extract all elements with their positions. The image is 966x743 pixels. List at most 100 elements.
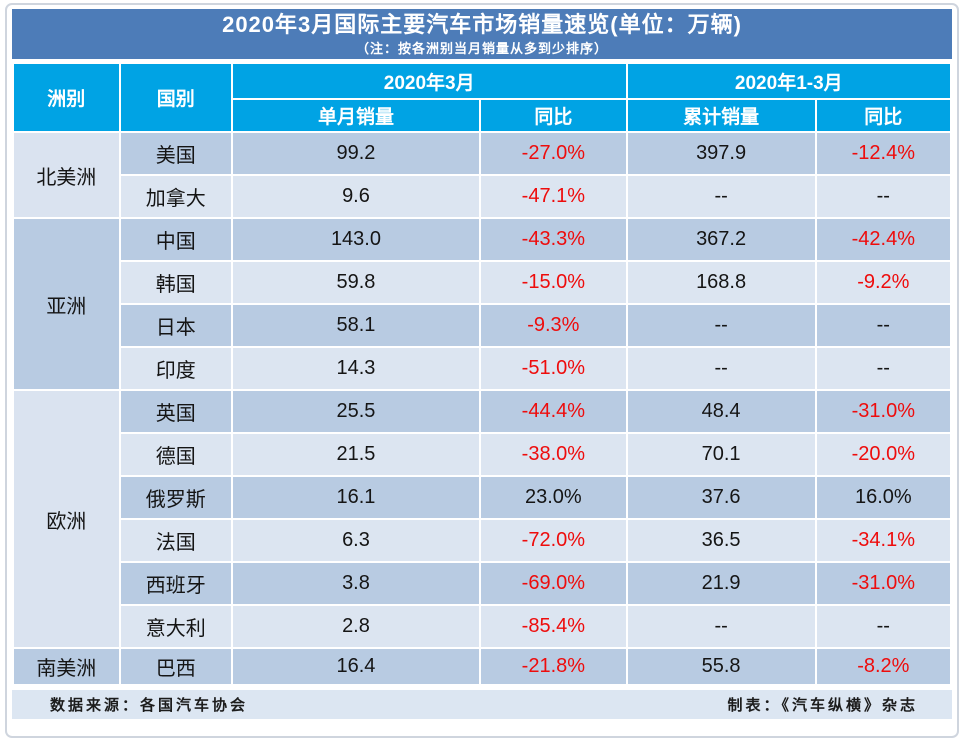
cumulative-sales-cell: -- — [627, 606, 815, 647]
table-row: 南美洲 巴西 16.4 -21.8% 55.8 -8.2% — [14, 649, 950, 684]
cumulative-sales-cell: 168.8 — [627, 262, 815, 303]
monthly-sales-cell: 16.4 — [232, 649, 480, 684]
monthly-sales-cell: 99.2 — [232, 133, 480, 174]
country-cell: 法国 — [120, 520, 231, 561]
footer-bar: 数据来源：各国汽车协会 制表：《汽车纵横》杂志 — [12, 690, 952, 719]
cumulative-sales-cell: 36.5 — [627, 520, 815, 561]
header-row-subcolumns: 单月销量 同比 累计销量 同比 — [14, 100, 950, 131]
table-row: 亚洲 中国 143.0 -43.3% 367.2 -42.4% — [14, 219, 950, 389]
monthly-sales-cell: 143.0 — [232, 219, 480, 260]
yoy-cell: -21.8% — [481, 649, 626, 684]
yoy-cell: -43.3% — [481, 219, 626, 260]
cumulative-yoy-cell: -- — [816, 176, 950, 217]
country-cell: 印度 — [120, 348, 231, 389]
cumulative-sales-cell: 48.4 — [627, 391, 815, 432]
table-row: 西班牙 3.8 -69.0% 21.9 -31.0% — [14, 563, 950, 604]
cumulative-yoy-cell: 16.0% — [816, 477, 950, 518]
country-cell: 德国 — [120, 434, 231, 475]
table-row: 法国 6.3 -72.0% 36.5 -34.1% — [14, 520, 950, 561]
table-row: 北美洲 美国 99.2 -27.0% 397.9 -12.4% — [14, 133, 950, 217]
cumulative-sales-cell: -- — [627, 305, 815, 346]
header-row-groups: 洲别 国别 2020年3月 2020年1-3月 — [14, 64, 950, 131]
continent-cell: 欧洲 — [14, 391, 119, 647]
yoy-cell: -9.3% — [481, 305, 626, 346]
cumulative-yoy-cell: -31.0% — [816, 391, 950, 432]
cumulative-sales-cell: 37.6 — [627, 477, 815, 518]
monthly-sales-cell: 58.1 — [232, 305, 480, 346]
cumulative-yoy-cell: -34.1% — [816, 520, 950, 561]
yoy-cell: -27.0% — [481, 133, 626, 174]
continent-cell: 亚洲 — [14, 219, 119, 389]
cumulative-yoy-cell: -42.4% — [816, 219, 950, 260]
monthly-sales-cell: 25.5 — [232, 391, 480, 432]
yoy-cell: -47.1% — [481, 176, 626, 217]
table-row: 印度 14.3 -51.0% -- -- — [14, 348, 950, 389]
sales-table: 洲别 国别 2020年3月 2020年1-3月 单月销量 同比 累计销量 同比 … — [12, 62, 952, 686]
monthly-sales-cell: 6.3 — [232, 520, 480, 561]
cumulative-yoy-cell: -- — [816, 606, 950, 647]
table-row: 加拿大 9.6 -47.1% -- -- — [14, 176, 950, 217]
col-header-monthly-sales: 单月销量 — [232, 100, 480, 131]
continent-cell: 北美洲 — [14, 133, 119, 217]
yoy-cell: -51.0% — [481, 348, 626, 389]
cumulative-yoy-cell: -12.4% — [816, 133, 950, 174]
cumulative-yoy-cell: -20.0% — [816, 434, 950, 475]
cumulative-sales-cell: 397.9 — [627, 133, 815, 174]
country-cell: 巴西 — [120, 649, 231, 684]
col-group-jan-mar-2020: 2020年1-3月 — [627, 64, 950, 98]
country-cell: 加拿大 — [120, 176, 231, 217]
yoy-cell: 23.0% — [481, 477, 626, 518]
cumulative-sales-cell: 367.2 — [627, 219, 815, 260]
table-row: 德国 21.5 -38.0% 70.1 -20.0% — [14, 434, 950, 475]
cumulative-yoy-cell: -31.0% — [816, 563, 950, 604]
table-row: 日本 58.1 -9.3% -- -- — [14, 305, 950, 346]
footer-source: 数据来源：各国汽车协会 — [50, 697, 249, 714]
cumulative-sales-cell: 55.8 — [627, 649, 815, 684]
monthly-sales-cell: 9.6 — [232, 176, 480, 217]
cumulative-sales-cell: 70.1 — [627, 434, 815, 475]
yoy-cell: -44.4% — [481, 391, 626, 432]
monthly-sales-cell: 3.8 — [232, 563, 480, 604]
col-header-yoy: 同比 — [481, 100, 626, 131]
cumulative-yoy-cell: -8.2% — [816, 649, 950, 684]
outer-frame: 2020年3月国际主要汽车市场销量速览(单位：万辆) （注：按各洲别当月销量从多… — [5, 3, 959, 738]
page-subtitle: （注：按各洲别当月销量从多到少排序） — [355, 41, 608, 57]
col-header-cumulative-sales: 累计销量 — [627, 100, 815, 131]
col-header-cumulative-yoy: 同比 — [816, 100, 950, 131]
monthly-sales-cell: 21.5 — [232, 434, 480, 475]
monthly-sales-cell: 14.3 — [232, 348, 480, 389]
yoy-cell: -85.4% — [481, 606, 626, 647]
country-cell: 英国 — [120, 391, 231, 432]
country-cell: 美国 — [120, 133, 231, 174]
cumulative-yoy-cell: -- — [816, 348, 950, 389]
table-row: 欧洲 英国 25.5 -44.4% 48.4 -31.0% — [14, 391, 950, 647]
table-row: 俄罗斯 16.1 23.0% 37.6 16.0% — [14, 477, 950, 518]
yoy-cell: -69.0% — [481, 563, 626, 604]
cumulative-sales-cell: -- — [627, 176, 815, 217]
monthly-sales-cell: 16.1 — [232, 477, 480, 518]
country-cell: 韩国 — [120, 262, 231, 303]
table-row: 韩国 59.8 -15.0% 168.8 -9.2% — [14, 262, 950, 303]
col-header-country: 国别 — [120, 64, 231, 131]
yoy-cell: -15.0% — [481, 262, 626, 303]
page-title: 2020年3月国际主要汽车市场销量速览(单位：万辆) — [222, 11, 742, 37]
yoy-cell: -72.0% — [481, 520, 626, 561]
monthly-sales-cell: 2.8 — [232, 606, 480, 647]
cumulative-sales-cell: 21.9 — [627, 563, 815, 604]
yoy-cell: -38.0% — [481, 434, 626, 475]
country-cell: 西班牙 — [120, 563, 231, 604]
col-header-continent: 洲别 — [14, 64, 119, 131]
title-bar: 2020年3月国际主要汽车市场销量速览(单位：万辆) （注：按各洲别当月销量从多… — [12, 9, 952, 59]
cumulative-yoy-cell: -- — [816, 305, 950, 346]
cumulative-sales-cell: -- — [627, 348, 815, 389]
country-cell: 俄罗斯 — [120, 477, 231, 518]
country-cell: 中国 — [120, 219, 231, 260]
table-row: 意大利 2.8 -85.4% -- -- — [14, 606, 950, 647]
country-cell: 意大利 — [120, 606, 231, 647]
continent-cell: 南美洲 — [14, 649, 119, 684]
cumulative-yoy-cell: -9.2% — [816, 262, 950, 303]
footer-credit: 制表：《汽车纵横》杂志 — [727, 697, 918, 714]
col-group-march-2020: 2020年3月 — [232, 64, 626, 98]
country-cell: 日本 — [120, 305, 231, 346]
monthly-sales-cell: 59.8 — [232, 262, 480, 303]
